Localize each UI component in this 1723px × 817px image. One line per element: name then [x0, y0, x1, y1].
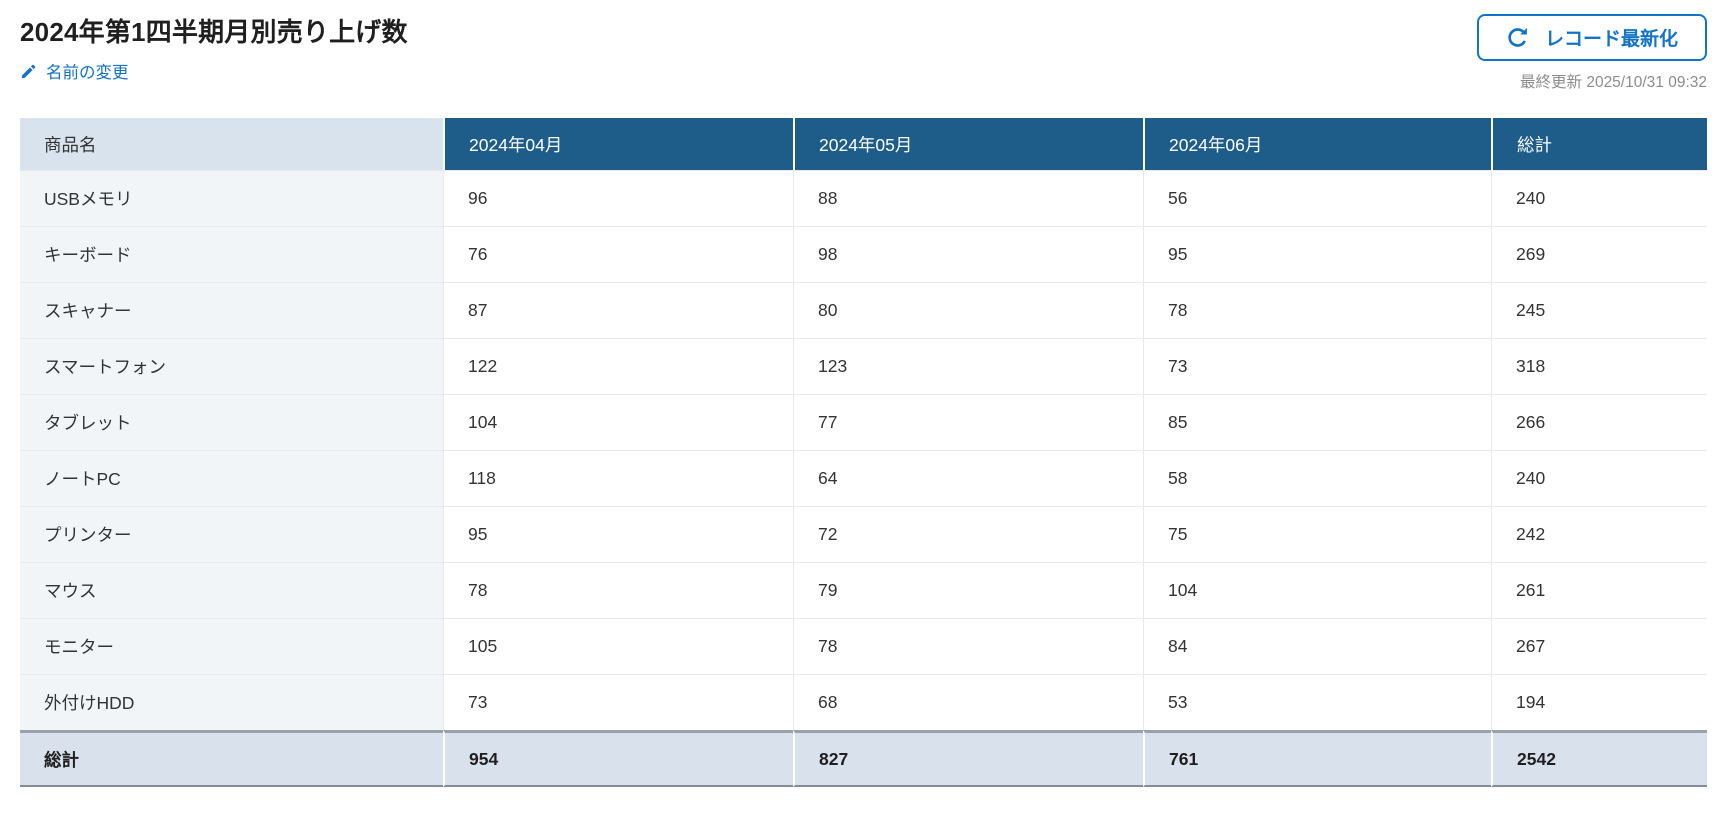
page-title: 2024年第1四半期月別売り上げ数 — [20, 17, 408, 47]
top-right-block: レコード最新化 最終更新 2025/10/31 09:32 — [1476, 14, 1707, 92]
table-header: 商品名 2024年04月 2024年05月 2024年06月 総計 — [20, 118, 1707, 170]
month-column-header: 2024年06月 — [1143, 118, 1491, 170]
pivot-table: 商品名 2024年04月 2024年05月 2024年06月 総計 USBメモリ 96 88… — [20, 118, 1707, 787]
table-row: スキャナー 87 80 78 245 — [20, 282, 1707, 338]
total-cell: 827 — [793, 730, 1143, 787]
data-cell: 87 — [443, 282, 793, 338]
data-cell: 240 — [1491, 450, 1707, 506]
data-cell: 118 — [443, 450, 793, 506]
row-label: USBメモリ — [20, 170, 443, 226]
data-cell: 73 — [443, 674, 793, 730]
data-cell: 95 — [1143, 226, 1491, 282]
data-cell: 73 — [1143, 338, 1491, 394]
data-cell: 85 — [1143, 394, 1491, 450]
row-label: キーボード — [20, 226, 443, 282]
product-column-header: 商品名 — [20, 118, 443, 170]
table-body: USBメモリ 96 88 56 240 キーボード 76 98 95 269 スキャナー 87 80 78… — [20, 170, 1707, 730]
data-cell: 104 — [443, 394, 793, 450]
row-label: マウス — [20, 562, 443, 618]
data-cell: 194 — [1491, 674, 1707, 730]
data-cell: 269 — [1491, 226, 1707, 282]
month-column-header: 総計 — [1491, 118, 1707, 170]
data-cell: 78 — [443, 562, 793, 618]
rename-link[interactable]: 名前の変更 — [20, 59, 129, 83]
data-cell: 104 — [1143, 562, 1491, 618]
data-cell: 78 — [1143, 282, 1491, 338]
table-row: 外付けHDD 73 68 53 194 — [20, 674, 1707, 730]
total-cell: 2542 — [1491, 730, 1707, 787]
data-cell: 58 — [1143, 450, 1491, 506]
pivot-report-page: 2024年第1四半期月別売り上げ数 名前の変更 レコード最新化 — [20, 14, 1707, 787]
table-row: プリンター 95 72 75 242 — [20, 506, 1707, 562]
row-label: ノートPC — [20, 450, 443, 506]
refresh-icon — [1506, 26, 1529, 49]
total-row-label: 総計 — [20, 730, 443, 787]
table-row: キーボード 76 98 95 269 — [20, 226, 1707, 282]
title-block: 2024年第1四半期月別売り上げ数 名前の変更 — [20, 14, 408, 85]
data-cell: 105 — [443, 618, 793, 674]
data-cell: 122 — [443, 338, 793, 394]
data-cell: 64 — [793, 450, 1143, 506]
data-cell: 53 — [1143, 674, 1491, 730]
data-cell: 76 — [443, 226, 793, 282]
table-row: モニター 105 78 84 267 — [20, 618, 1707, 674]
table-row: USBメモリ 96 88 56 240 — [20, 170, 1707, 226]
data-cell: 88 — [793, 170, 1143, 226]
data-cell: 123 — [793, 338, 1143, 394]
row-label: 外付けHDD — [20, 674, 443, 730]
data-cell: 75 — [1143, 506, 1491, 562]
top-bar: 2024年第1四半期月別売り上げ数 名前の変更 レコード最新化 — [20, 14, 1707, 92]
data-cell: 80 — [793, 282, 1143, 338]
month-column-header: 2024年04月 — [443, 118, 793, 170]
last-updated-text: 最終更新 2025/10/31 09:32 — [1520, 74, 1707, 91]
header-row: 商品名 2024年04月 2024年05月 2024年06月 総計 — [20, 118, 1707, 170]
row-label: タブレット — [20, 394, 443, 450]
data-cell: 96 — [443, 170, 793, 226]
total-row: 総計 954 827 761 2542 — [20, 730, 1707, 787]
rename-link-label: 名前の変更 — [46, 64, 129, 82]
data-cell: 68 — [793, 674, 1143, 730]
data-cell: 72 — [793, 506, 1143, 562]
data-cell: 245 — [1491, 282, 1707, 338]
total-cell: 954 — [443, 730, 793, 787]
data-cell: 95 — [443, 506, 793, 562]
refresh-records-button[interactable]: レコード最新化 — [1476, 14, 1707, 61]
refresh-button-label: レコード最新化 — [1544, 29, 1678, 50]
table-row: マウス 78 79 104 261 — [20, 562, 1707, 618]
data-cell: 56 — [1143, 170, 1491, 226]
data-cell: 261 — [1491, 562, 1707, 618]
table-row: ノートPC 118 64 58 240 — [20, 450, 1707, 506]
row-label: プリンター — [20, 506, 443, 562]
row-label: スマートフォン — [20, 338, 443, 394]
data-cell: 77 — [793, 394, 1143, 450]
table-row: タブレット 104 77 85 266 — [20, 394, 1707, 450]
data-cell: 318 — [1491, 338, 1707, 394]
table-row: スマートフォン 122 123 73 318 — [20, 338, 1707, 394]
data-cell: 240 — [1491, 170, 1707, 226]
row-label: スキャナー — [20, 282, 443, 338]
pencil-icon — [20, 63, 37, 80]
data-cell: 98 — [793, 226, 1143, 282]
data-cell: 78 — [793, 618, 1143, 674]
row-label: モニター — [20, 618, 443, 674]
data-cell: 79 — [793, 562, 1143, 618]
data-cell: 266 — [1491, 394, 1707, 450]
data-cell: 267 — [1491, 618, 1707, 674]
data-cell: 84 — [1143, 618, 1491, 674]
total-cell: 761 — [1143, 730, 1491, 787]
month-column-header: 2024年05月 — [793, 118, 1143, 170]
data-cell: 242 — [1491, 506, 1707, 562]
table-footer: 総計 954 827 761 2542 — [20, 730, 1707, 787]
